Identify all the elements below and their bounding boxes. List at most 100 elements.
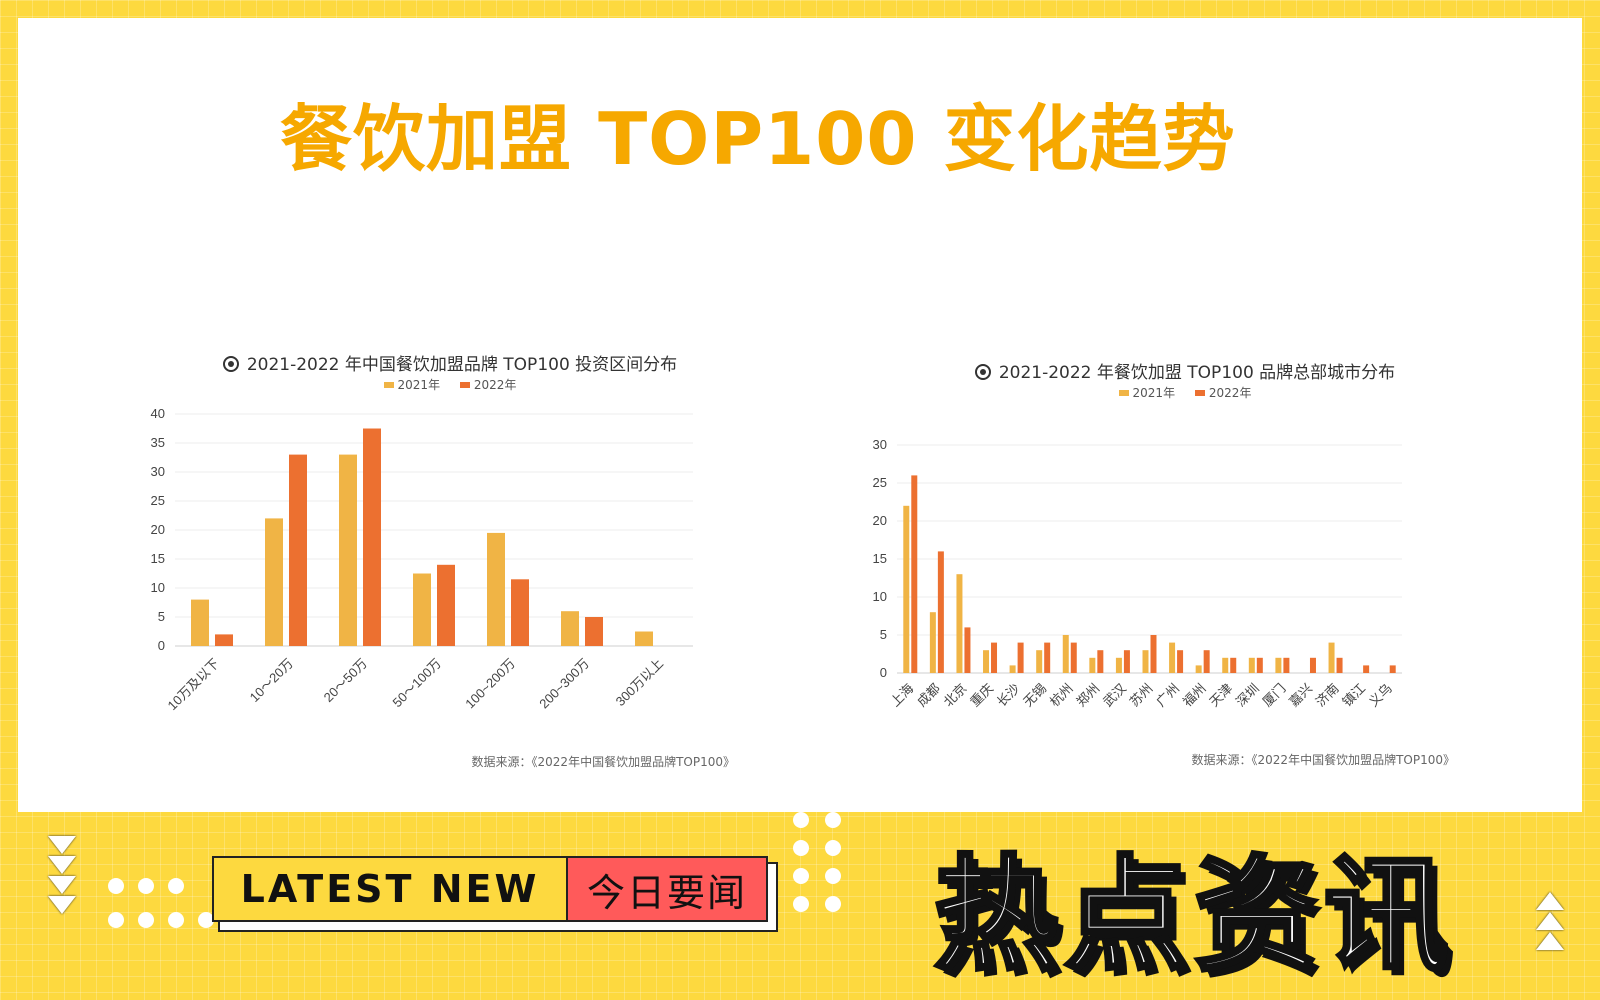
bar-2022: [1336, 657, 1343, 673]
bar-2022: [511, 579, 529, 646]
bar-2022: [215, 634, 233, 646]
bar-2022: [1256, 657, 1263, 673]
x-tick-label: 北京: [941, 681, 970, 710]
y-tick-label: 35: [151, 435, 165, 450]
x-tick-label: 杭州: [1047, 681, 1076, 710]
legend-item-2021: 2021年: [1118, 384, 1176, 401]
target-icon: [974, 364, 991, 380]
chevron-up-icon: [1536, 912, 1564, 930]
bar-2021: [956, 574, 963, 673]
bottom-banner: LATEST NEW 今日要闻 热点资讯: [0, 812, 1600, 1000]
x-tick-label: 深圳: [1233, 681, 1262, 710]
chevron-down-icon: [48, 836, 76, 854]
bar-2022: [1283, 657, 1290, 673]
bar-2021: [635, 631, 653, 646]
x-tick-label: 镇江: [1339, 681, 1368, 710]
x-tick-label: 200~300万: [536, 656, 592, 712]
bar-2022: [1363, 665, 1370, 673]
y-tick-label: 0: [158, 638, 165, 653]
bar-2021: [1195, 665, 1202, 673]
bar-2022: [585, 617, 603, 646]
bar-2022: [964, 627, 971, 673]
x-tick-label: 上海: [887, 681, 916, 710]
chart-plot: 0 5 10 15 20 25 30 35 40 10万及以下 10～20万 20～50万 50～100…: [151, 406, 693, 713]
bar-2022: [1203, 650, 1210, 673]
x-tick-label: 100~200万: [462, 656, 518, 712]
down-arrows-decoration: [48, 836, 76, 916]
x-tick-label: 武汉: [1100, 681, 1129, 710]
legend-swatch-2021: [383, 382, 394, 388]
bar-2021: [1275, 657, 1282, 673]
legend-item-2021: 2021年: [383, 376, 440, 393]
chart-legend: 2021年 2022年: [875, 384, 1495, 401]
chart-title-text: 2021-2022 年餐饮加盟 TOP100 品牌总部城市分布: [998, 363, 1396, 383]
chart-legend: 2021年 2022年: [145, 376, 755, 393]
target-icon: [222, 356, 239, 372]
bar-2021: [561, 611, 579, 646]
bar-2021: [1009, 665, 1016, 673]
tag-chinese-label: 今日要闻: [566, 856, 768, 922]
y-tick-label: 20: [151, 522, 165, 537]
bar-2021: [983, 650, 990, 673]
bar-2021: [903, 505, 910, 673]
bar-2021: [413, 573, 431, 646]
y-tick-label: 30: [873, 437, 887, 452]
chevron-down-icon: [48, 856, 76, 874]
bar-2021: [1115, 657, 1122, 673]
x-tick-label: 长沙: [994, 681, 1023, 710]
legend-label: 2022年: [1208, 386, 1252, 400]
bar-2022: [1070, 642, 1077, 673]
bar-2021: [339, 454, 357, 646]
bar-2022: [1017, 642, 1024, 673]
bar-2021: [1222, 657, 1229, 673]
x-tick-label: 50～100万: [390, 656, 445, 711]
chevron-up-icon: [1536, 932, 1564, 950]
x-tick-label: 重庆: [967, 681, 996, 710]
bar-2022: [437, 564, 455, 646]
bar-2021: [1142, 650, 1149, 673]
chart-title-text: 2021-2022 年中国餐饮加盟品牌 TOP100 投资区间分布: [246, 355, 678, 375]
x-tick-label: 济南: [1313, 681, 1342, 710]
bar-2022: [1123, 650, 1130, 673]
y-tick-label: 20: [873, 513, 887, 528]
chevron-down-icon: [48, 876, 76, 894]
y-tick-label: 10: [873, 589, 887, 604]
bar-2022: [289, 454, 307, 646]
chart-title: 2021-2022 年餐饮加盟 TOP100 品牌总部城市分布: [875, 358, 1495, 383]
chevron-up-icon: [1536, 892, 1564, 910]
bar-2021: [1036, 650, 1043, 673]
bar-2021: [1328, 642, 1335, 673]
x-tick-label: 300万以上: [613, 656, 667, 710]
legend-item-2022: 2022年: [1194, 384, 1252, 401]
legend-label: 2022年: [473, 378, 517, 392]
x-tick-label: 郑州: [1073, 681, 1102, 710]
bar-2021: [1169, 642, 1176, 673]
page-title: 餐饮加盟 TOP100 变化趋势: [280, 97, 1236, 181]
bar-2021: [929, 612, 936, 673]
legend-swatch-2022: [1194, 390, 1205, 396]
data-source: 数据来源：《2022年中国餐饮加盟品牌TOP100》: [1191, 753, 1455, 767]
bar-2022: [1044, 642, 1051, 673]
legend-label: 2021年: [1132, 386, 1176, 400]
bar-2021: [1248, 657, 1255, 673]
dots-decoration: [793, 812, 841, 912]
hq-city-chart: 2021-2022 年餐饮加盟 TOP100 品牌总部城市分布 2021年 20…: [873, 358, 1495, 768]
x-tick-label: 福州: [1180, 681, 1209, 710]
chevron-down-icon: [48, 896, 76, 914]
investment-range-chart: 2021-2022 年中国餐饮加盟品牌 TOP100 投资区间分布 2021年 …: [145, 350, 755, 770]
x-tick-label: 成都: [914, 681, 943, 710]
legend-item-2022: 2022年: [459, 376, 517, 393]
bar-2021: [487, 532, 505, 646]
y-tick-label: 5: [880, 627, 887, 642]
bar-2022: [937, 551, 944, 673]
latest-news-tag: LATEST NEW 今日要闻: [212, 856, 768, 922]
bar-2022: [1230, 657, 1237, 673]
x-tick-label: 义乌: [1366, 681, 1395, 710]
y-tick-label: 25: [151, 493, 165, 508]
x-tick-label: 无锡: [1020, 681, 1049, 710]
headline: 热点资讯: [932, 842, 1455, 990]
bar-2021: [191, 599, 209, 646]
y-tick-label: 40: [151, 406, 165, 421]
y-tick-label: 10: [151, 580, 165, 595]
bar-2022: [1177, 650, 1184, 673]
